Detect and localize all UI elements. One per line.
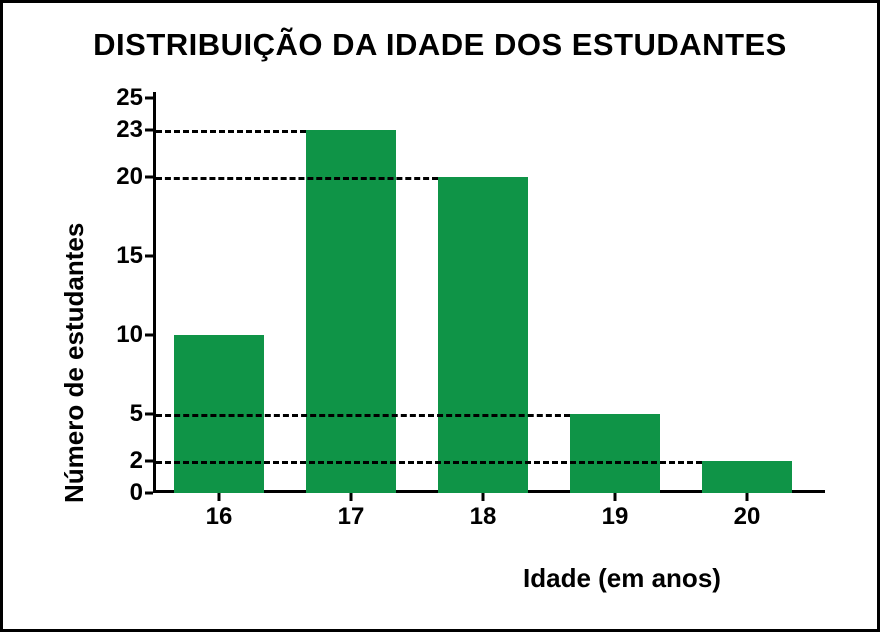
bar: [306, 130, 396, 493]
x-tick-label: 18: [470, 503, 497, 531]
y-tick-mark: [145, 413, 153, 416]
y-tick-label: 25: [116, 84, 143, 112]
x-axis-label: Idade (em anos): [523, 563, 721, 594]
y-tick-label: 5: [130, 400, 143, 428]
guide-line: [156, 130, 306, 133]
chart-title: DISTRIBUIÇÃO DA IDADE DOS ESTUDANTES: [3, 27, 877, 63]
guide-line: [156, 414, 570, 417]
bar: [570, 414, 660, 493]
x-tick-label: 17: [338, 503, 365, 531]
guide-line: [156, 177, 438, 180]
y-tick-label: 10: [116, 321, 143, 349]
x-tick-mark: [482, 493, 485, 501]
x-tick-mark: [746, 493, 749, 501]
y-tick-mark: [145, 255, 153, 258]
x-tick-mark: [614, 493, 617, 501]
y-tick-label: 23: [116, 116, 143, 144]
plot-area: 02510152023251617181920: [153, 98, 813, 493]
y-tick-mark: [145, 97, 153, 100]
bar: [438, 177, 528, 493]
y-tick-label: 0: [130, 479, 143, 507]
x-tick-mark: [218, 493, 221, 501]
chart-frame: DISTRIBUIÇÃO DA IDADE DOS ESTUDANTES Núm…: [0, 0, 880, 632]
x-tick-mark: [350, 493, 353, 501]
x-tick-label: 20: [734, 503, 761, 531]
x-tick-label: 19: [602, 503, 629, 531]
y-tick-mark: [145, 176, 153, 179]
bar: [702, 461, 792, 493]
y-tick-label: 15: [116, 242, 143, 270]
x-tick-label: 16: [206, 503, 233, 531]
y-axis-label: Número de estudantes: [59, 223, 90, 503]
y-axis: [153, 92, 156, 493]
y-tick-mark: [145, 334, 153, 337]
y-tick-mark: [145, 128, 153, 131]
y-tick-mark: [145, 460, 153, 463]
guide-line: [156, 461, 702, 464]
y-tick-mark: [145, 492, 153, 495]
y-tick-label: 2: [130, 447, 143, 475]
y-tick-label: 20: [116, 163, 143, 191]
